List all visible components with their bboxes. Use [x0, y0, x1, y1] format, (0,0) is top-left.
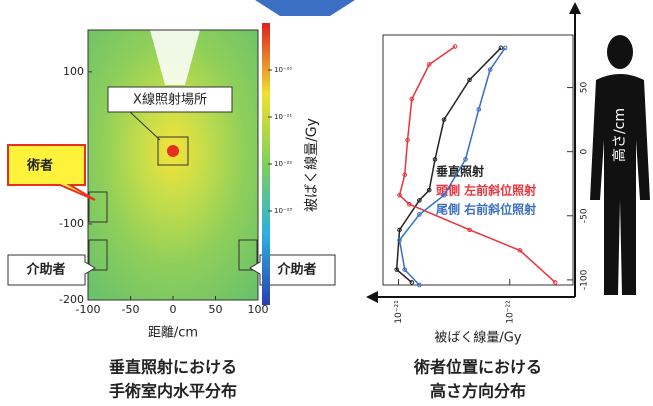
x-tick-label: 50 [209, 303, 223, 316]
plot-frame [383, 35, 573, 285]
colorbar-tick-label: 10⁻²¹ [274, 113, 292, 121]
legend-entry: 尾側 右前斜位照射 [436, 202, 536, 217]
heatmap-hotspot [167, 145, 179, 157]
y-tick-label: 50 [580, 82, 590, 94]
annotation: 介助者 [276, 262, 316, 278]
y-tick-label: -100 [580, 269, 590, 290]
x-tick-label: 10⁻²¹ [394, 300, 404, 324]
caption: 垂直照射における [109, 358, 237, 377]
x-tick-label: 0 [170, 303, 177, 316]
legend-entry: 垂直照射 [436, 164, 484, 179]
human-silhouette [590, 35, 650, 295]
y-tick-label: 100 [63, 65, 84, 78]
colorbar-tick-label: 10⁻²⁰ [274, 66, 292, 74]
data-point [410, 281, 414, 285]
data-point [553, 281, 557, 285]
caption: 高さ方向分布 [430, 382, 526, 401]
caption: 術者位置における [413, 358, 542, 377]
x-tick-label: 10⁻²² [505, 300, 515, 324]
annotation: 術者 [26, 158, 53, 174]
annotation: X線照射場所 [133, 92, 207, 108]
x-axis-label: 距離/cm [148, 326, 198, 341]
colorbar-tick-label: 10⁻²² [274, 160, 292, 168]
colorbar-tick-label: 10⁻²³ [274, 207, 292, 215]
colorbar-label: 被ばく線量/Gy [304, 118, 320, 212]
x-axis-label: 被ばく線量/Gy [434, 330, 521, 346]
y-tick-label: -100 [59, 217, 84, 230]
y-tick-label: -200 [59, 293, 84, 306]
arrowhead [569, 2, 581, 14]
data-point [499, 46, 503, 50]
x-tick-label: -50 [122, 303, 140, 316]
arrow-shape [255, 0, 355, 16]
y-axis-label: 高さ/cm [611, 108, 628, 162]
y-tick-label: -50 [580, 208, 590, 223]
y-tick-label: 0 [580, 149, 590, 155]
caption: 手術室内水平分布 [109, 382, 237, 401]
figure: X線照射場所 術者 介助者 介助者 距離/cm 垂直照射における 手術室内水平分… [0, 0, 653, 406]
arrowhead [366, 291, 378, 303]
annotation: 介助者 [25, 262, 65, 278]
